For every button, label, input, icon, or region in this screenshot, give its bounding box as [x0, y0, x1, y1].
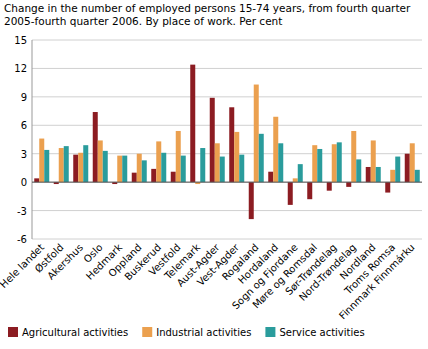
bar [59, 148, 64, 182]
bar [239, 155, 244, 182]
bar [220, 157, 225, 183]
bar [83, 145, 88, 182]
bar [137, 154, 142, 182]
bar [229, 107, 234, 182]
grid-line [32, 68, 422, 69]
bar [122, 156, 127, 183]
grid-line [32, 182, 422, 183]
y-tick-label: 9 [21, 92, 27, 103]
bar [385, 182, 390, 192]
bar [210, 98, 215, 182]
bar [98, 140, 103, 182]
legend-label: Service activities [279, 327, 364, 338]
bar [132, 173, 137, 182]
bar [298, 164, 303, 182]
bar [288, 182, 293, 205]
bar [332, 144, 337, 182]
bar [293, 178, 298, 182]
bar [234, 132, 239, 182]
bar [395, 157, 400, 183]
x-tick-label: Finnmark Finnmárku [337, 242, 417, 322]
bar [34, 178, 39, 182]
grid-line [32, 125, 422, 126]
title: Change in the number of employed persons… [4, 2, 411, 27]
y-axis [32, 40, 33, 239]
y-tick-label: 15 [14, 35, 27, 46]
y-tick-label: 6 [21, 120, 27, 131]
bar [215, 143, 220, 182]
legend-swatch [8, 327, 18, 337]
bar [278, 143, 283, 182]
chart: Change in the number of employed persons… [0, 0, 428, 349]
bar [181, 156, 186, 183]
bar [356, 159, 361, 182]
bar [93, 112, 98, 182]
y-tick-label: 3 [21, 149, 27, 160]
bar [39, 139, 44, 183]
legend-label: Industrial activities [156, 327, 251, 338]
bar [151, 169, 156, 182]
bar [78, 153, 83, 182]
bar [317, 149, 322, 182]
bar [44, 150, 49, 182]
grid-line [32, 96, 422, 97]
legend-swatch [265, 327, 275, 337]
legend: Agricultural activities Industrial activi… [8, 327, 365, 338]
y-tick-label: -3 [17, 206, 27, 217]
grid-line [32, 210, 422, 211]
x-tick-label: Akershus [45, 242, 85, 282]
bar [156, 141, 161, 182]
bars [34, 65, 420, 219]
title-line: 2005-fourth quarter 2006. By place of wo… [4, 15, 282, 27]
bar [249, 182, 254, 219]
bar [366, 167, 371, 182]
bar [337, 142, 342, 182]
legend-swatch [142, 327, 152, 337]
bar [351, 131, 356, 182]
y-tick-label: 12 [14, 63, 27, 74]
bar [142, 160, 147, 182]
bar [161, 153, 166, 182]
bar [307, 182, 312, 199]
bar [371, 140, 376, 182]
title-line: Change in the number of employed persons… [4, 2, 411, 14]
zero-line [32, 182, 422, 183]
bar [259, 134, 264, 182]
bar [312, 145, 317, 182]
bar [117, 156, 122, 183]
bar [405, 154, 410, 182]
bar [327, 182, 332, 191]
bar [64, 146, 69, 182]
grid-line [32, 239, 422, 240]
bar [390, 170, 395, 182]
grid-line [32, 153, 422, 154]
y-tick-label: -6 [17, 234, 27, 245]
bar [103, 151, 108, 182]
bar [176, 131, 181, 182]
bar [73, 155, 78, 182]
bar [273, 117, 278, 182]
legend-label: Agricultural activities [22, 327, 128, 338]
bar [376, 167, 381, 182]
bar [268, 172, 273, 182]
y-tick-label: 0 [21, 177, 27, 188]
bar [254, 85, 259, 183]
bar [171, 172, 176, 182]
bar [200, 148, 205, 182]
bar [415, 170, 420, 182]
bar [410, 143, 415, 182]
grid-line [32, 40, 422, 41]
bar [190, 65, 195, 183]
bar [346, 182, 351, 187]
